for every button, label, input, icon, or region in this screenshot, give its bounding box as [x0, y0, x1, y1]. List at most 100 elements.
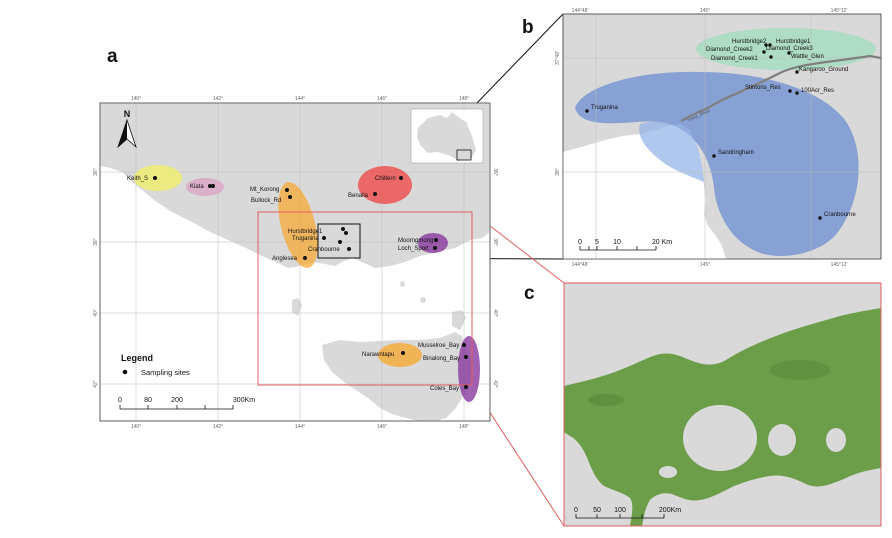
site-label: Mt_Korong — [250, 187, 279, 193]
site-label: Coles_Bay — [430, 386, 459, 392]
site-point — [762, 50, 766, 54]
svg-text:145°: 145° — [700, 8, 710, 14]
svg-text:200Km: 200Km — [659, 507, 681, 514]
site-point — [433, 246, 437, 250]
site-label: 100Acr_Res — [801, 88, 834, 94]
site-point — [322, 236, 326, 240]
svg-text:40°: 40° — [93, 309, 99, 317]
svg-text:144°48': 144°48' — [572, 8, 589, 14]
site-label: Wattle_Glen — [791, 54, 824, 60]
panel-c-map: 0 50 100 200Km — [563, 282, 882, 527]
site-point — [434, 238, 438, 242]
cluster-purple-tas — [458, 336, 480, 402]
panel-b-scale-bar: 0 5 10 20 Km — [578, 239, 672, 251]
panel-a-sites: Keith_S Kiata Mt_Korong Bullock_Rd Chilt… — [127, 176, 468, 392]
cluster-purple-east — [418, 233, 448, 253]
site-point — [585, 109, 589, 113]
panel-b-sites: Hurstbridge2 Hurstbridge1 Diamond_Creek2… — [585, 39, 856, 220]
site-label: Hurstbridge1 — [776, 39, 811, 45]
site-label: Stintons_Res — [745, 85, 781, 91]
site-point — [338, 240, 342, 244]
svg-text:38°: 38° — [492, 238, 498, 246]
site-label: Binalong_Bay — [423, 356, 460, 362]
site-point — [795, 70, 799, 74]
site-point — [153, 176, 157, 180]
svg-text:200: 200 — [171, 397, 183, 404]
site-label: Narawntapu — [362, 352, 394, 358]
panel-a-lat-ticks: 36° 38° 40° 42° 36° 38° 40° 42° — [93, 168, 498, 388]
panel-b-ticks: 144°48' 145° 145°12' 144°48' 145° 145°12… — [555, 8, 847, 268]
site-point — [464, 385, 468, 389]
svg-text:144°48': 144°48' — [572, 262, 589, 268]
yarra-river-line — [680, 54, 881, 122]
panel-label-a: a — [107, 46, 118, 67]
panel-label-c: c — [524, 283, 535, 304]
site-point — [341, 227, 345, 231]
svg-text:37°48': 37°48' — [555, 51, 561, 65]
cluster-yellow — [134, 165, 182, 191]
svg-text:146°: 146° — [377, 96, 387, 102]
site-label: Bullock_Rd — [251, 198, 281, 204]
svg-text:Sampling sites: Sampling sites — [141, 368, 190, 377]
site-label: Kangaroo_Ground — [799, 67, 848, 73]
site-point — [712, 154, 716, 158]
svg-text:N: N — [124, 109, 131, 119]
site-label: Chiltern — [375, 176, 396, 182]
site-label: Keith_S — [127, 176, 148, 182]
site-point — [787, 51, 791, 55]
site-label: Hurstbridge1 — [288, 229, 323, 235]
site-point — [347, 247, 351, 251]
svg-text:38°: 38° — [555, 168, 561, 176]
site-label: Diamond_Creek3 — [766, 46, 813, 52]
svg-text:50: 50 — [593, 507, 601, 514]
svg-text:145°12': 145°12' — [831, 8, 848, 14]
svg-text:10: 10 — [613, 239, 621, 246]
panel-b-map: Yarra_River 144°48' 145° 145°12' 144°48'… — [555, 8, 882, 268]
site-point — [818, 216, 822, 220]
svg-text:145°12': 145°12' — [831, 262, 848, 268]
cluster-pink — [186, 178, 224, 196]
site-label: Diamond_Creek2 — [706, 47, 753, 53]
australia-inset — [410, 108, 484, 164]
site-point — [764, 43, 768, 47]
inner-bay — [683, 405, 757, 471]
site-point — [285, 188, 289, 192]
site-point — [769, 55, 773, 59]
site-point — [788, 89, 792, 93]
site-label: Hurstbridge2 — [732, 39, 767, 45]
svg-text:42°: 42° — [93, 380, 99, 388]
svg-text:0: 0 — [118, 397, 122, 404]
site-label: Diamond_Creek1 — [711, 56, 758, 62]
svg-text:142°: 142° — [213, 96, 223, 102]
site-label: Moorngmong — [398, 238, 433, 244]
site-label: Truganina — [591, 105, 618, 111]
svg-text:80: 80 — [144, 397, 152, 404]
legend: Legend Sampling sites — [121, 353, 190, 377]
svg-text:142°: 142° — [213, 424, 223, 430]
svg-text:148°: 148° — [459, 424, 469, 430]
site-point — [373, 192, 377, 196]
site-label: Loch_Sport — [398, 246, 429, 252]
cluster-red — [358, 166, 412, 204]
site-label: Sandringham — [718, 150, 754, 156]
site-point — [768, 43, 772, 47]
site-point — [208, 184, 212, 188]
panel-a-scale-bar: 0 80 200 300Km — [118, 397, 255, 410]
svg-text:140°: 140° — [131, 424, 141, 430]
site-point — [344, 231, 348, 235]
site-point — [211, 184, 215, 188]
site-point — [399, 176, 403, 180]
site-label: Anglesea — [272, 256, 298, 262]
svg-text:5: 5 — [595, 239, 599, 246]
svg-text:144°: 144° — [295, 424, 305, 430]
site-label: Truganina — [292, 236, 319, 242]
cluster-lightblue — [639, 121, 704, 182]
svg-text:145°: 145° — [700, 262, 710, 268]
site-point — [464, 355, 468, 359]
svg-text:Legend: Legend — [121, 353, 153, 363]
site-label: Cranbourne — [824, 212, 856, 218]
svg-text:40°: 40° — [492, 309, 498, 317]
svg-text:148°: 148° — [459, 96, 469, 102]
svg-text:144°: 144° — [295, 96, 305, 102]
